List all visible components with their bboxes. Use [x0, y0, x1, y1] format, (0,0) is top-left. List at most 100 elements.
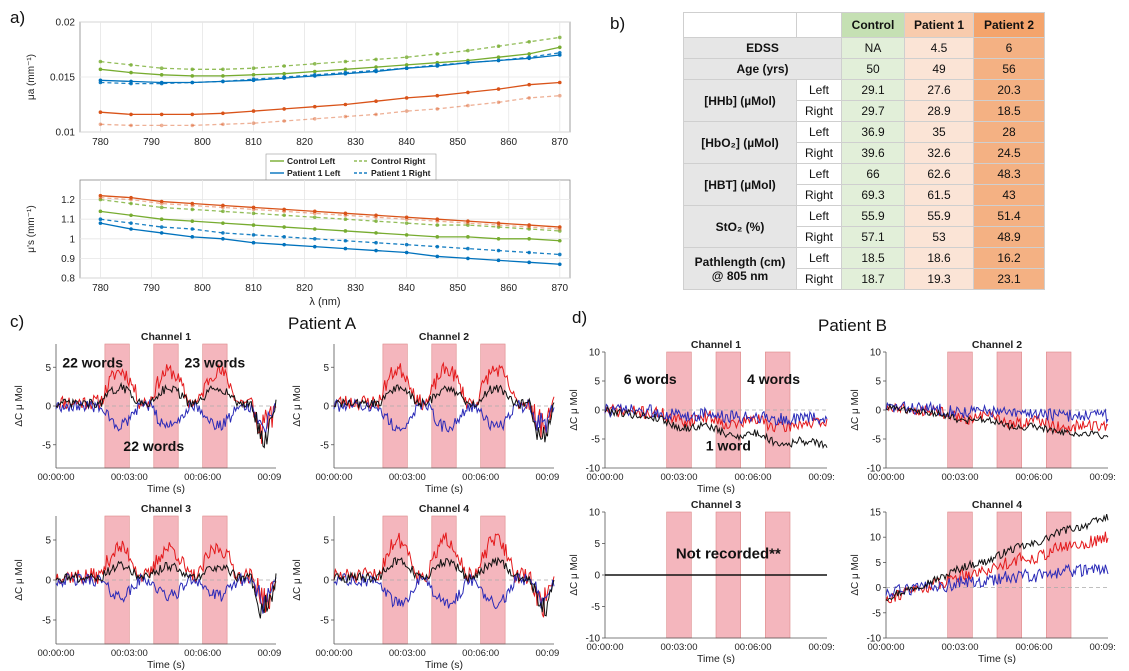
data-point — [466, 256, 470, 261]
data-point — [435, 244, 440, 249]
word-count-annotation: 23 words — [185, 354, 246, 370]
data-point — [129, 112, 133, 117]
y-axis-label: ΔC μ Mol — [850, 554, 861, 595]
patient-a-channel-2-chart: -5 0 5 00:00:00 00:03:00 00:06:00 00:09:00 Chan… — [292, 331, 560, 494]
table-cell: 43 — [973, 184, 1045, 206]
patient-b-channel-4-chart: -10 -5 0 5 10 15 00:00:00 00:03:00 00:06:00 00:09… — [850, 500, 1116, 665]
x-tick-label: 810 — [245, 137, 262, 148]
data-point — [190, 123, 195, 128]
data-point — [98, 59, 103, 64]
x-tick-label: 00:09:00 — [258, 472, 282, 483]
data-point — [404, 221, 409, 225]
header-patient2: Patient 2 — [973, 12, 1045, 38]
data-point — [496, 44, 501, 48]
x-tick-label: 860 — [500, 137, 517, 148]
row-side: Right — [796, 142, 842, 164]
data-point — [374, 219, 378, 223]
y-tick-label: 5 — [875, 558, 881, 569]
table-cell: 61.5 — [904, 184, 974, 206]
y-tick-label: -5 — [42, 440, 51, 451]
y-tick-label: -5 — [872, 435, 881, 446]
x-tick-label: 00:00:00 — [316, 648, 353, 659]
data-point — [496, 221, 501, 225]
y-tick-label: 5 — [323, 536, 329, 547]
x-axis-label: Time (s) — [425, 483, 463, 494]
data-point — [190, 74, 195, 78]
data-point — [374, 57, 378, 62]
signal-line — [333, 572, 555, 610]
data-point — [251, 240, 256, 245]
x-tick-label: 00:06:00 — [184, 472, 221, 483]
x-tick-label: 00:09:00 — [809, 642, 835, 653]
data-point — [343, 246, 348, 251]
data-point — [312, 73, 317, 77]
table-row: Age (yrs) 50 49 56 — [683, 58, 1045, 80]
x-axis-label: Time (s) — [978, 653, 1016, 665]
data-point — [343, 238, 348, 243]
y-tick-label: 10 — [870, 348, 882, 359]
word-count-annotation: 1 word — [706, 438, 751, 454]
data-point — [343, 229, 348, 233]
data-point — [190, 227, 195, 231]
data-point — [251, 109, 256, 113]
table-row: [HHb] (µMol) Left 29.1 27.6 20.3 — [683, 79, 1045, 122]
data-point — [221, 203, 225, 208]
header-blank-side — [796, 12, 842, 38]
row-side: Left — [796, 121, 842, 143]
table-cell: 19.3 — [904, 268, 974, 290]
data-point — [159, 66, 164, 70]
x-tick-label: 830 — [347, 137, 364, 148]
table-cell: 49 — [904, 58, 974, 80]
data-point — [404, 66, 409, 70]
data-point — [527, 82, 531, 87]
row-label: [HHb] (µMol) — [683, 79, 797, 122]
signal-line — [885, 400, 1109, 424]
table-cell: 62.6 — [904, 163, 974, 185]
data-point — [98, 80, 103, 85]
legend-label: Control Right — [371, 156, 425, 166]
table-cell: 28.9 — [904, 100, 974, 122]
data-point — [159, 231, 164, 235]
data-point — [435, 93, 440, 98]
x-tick-label: 780 — [92, 283, 109, 294]
table-cell: 20.3 — [973, 79, 1045, 101]
data-point — [374, 112, 378, 117]
row-label: StO₂ (%) — [683, 205, 797, 248]
data-point — [496, 87, 501, 91]
word-count-annotation: 22 words — [123, 438, 184, 454]
data-point — [98, 195, 103, 200]
patient-b-channel-2-chart: -10 -5 0 5 10 00:00:00 00:03:00 00:06:00 00:09:0… — [850, 339, 1116, 483]
row-label: [HBT] (µMol) — [683, 163, 797, 206]
data-point — [374, 215, 378, 220]
signal-line — [604, 403, 828, 433]
table-cell: 29.7 — [841, 100, 905, 122]
data-point — [527, 52, 531, 56]
data-point — [496, 237, 501, 241]
x-tick-label: 00:03:00 — [111, 472, 148, 483]
data-point — [404, 63, 409, 67]
data-point — [312, 215, 317, 220]
y-axis-label: ΔC μ Mol — [14, 559, 25, 600]
row-side: Right — [796, 184, 842, 206]
table-row: EDSS NA 4.5 6 — [683, 37, 1045, 59]
x-tick-label: 820 — [296, 283, 313, 294]
data-point — [129, 213, 133, 218]
y-tick-label: -10 — [867, 464, 882, 475]
data-point — [221, 79, 225, 84]
y-tick-label: 15 — [870, 508, 882, 519]
data-point — [282, 75, 286, 79]
data-point — [404, 109, 409, 113]
panel-d-label: d) — [572, 308, 588, 327]
x-tick-label: 00:06:00 — [184, 648, 221, 659]
data-point — [159, 73, 164, 77]
table-cell: 4.5 — [904, 37, 974, 59]
data-point — [557, 227, 562, 231]
y-tick-label: -5 — [42, 616, 51, 627]
patient-b-channel-1-chart: -10 -5 0 5 10 00:00:00 00:03:00 00:06:00 00:09:0… — [569, 339, 835, 495]
data-point — [374, 248, 378, 253]
data-point — [98, 122, 103, 127]
data-point — [190, 67, 195, 72]
data-point — [343, 102, 348, 107]
x-tick-label: 00:03:00 — [389, 472, 426, 483]
x-tick-label: 00:03:00 — [942, 642, 979, 653]
